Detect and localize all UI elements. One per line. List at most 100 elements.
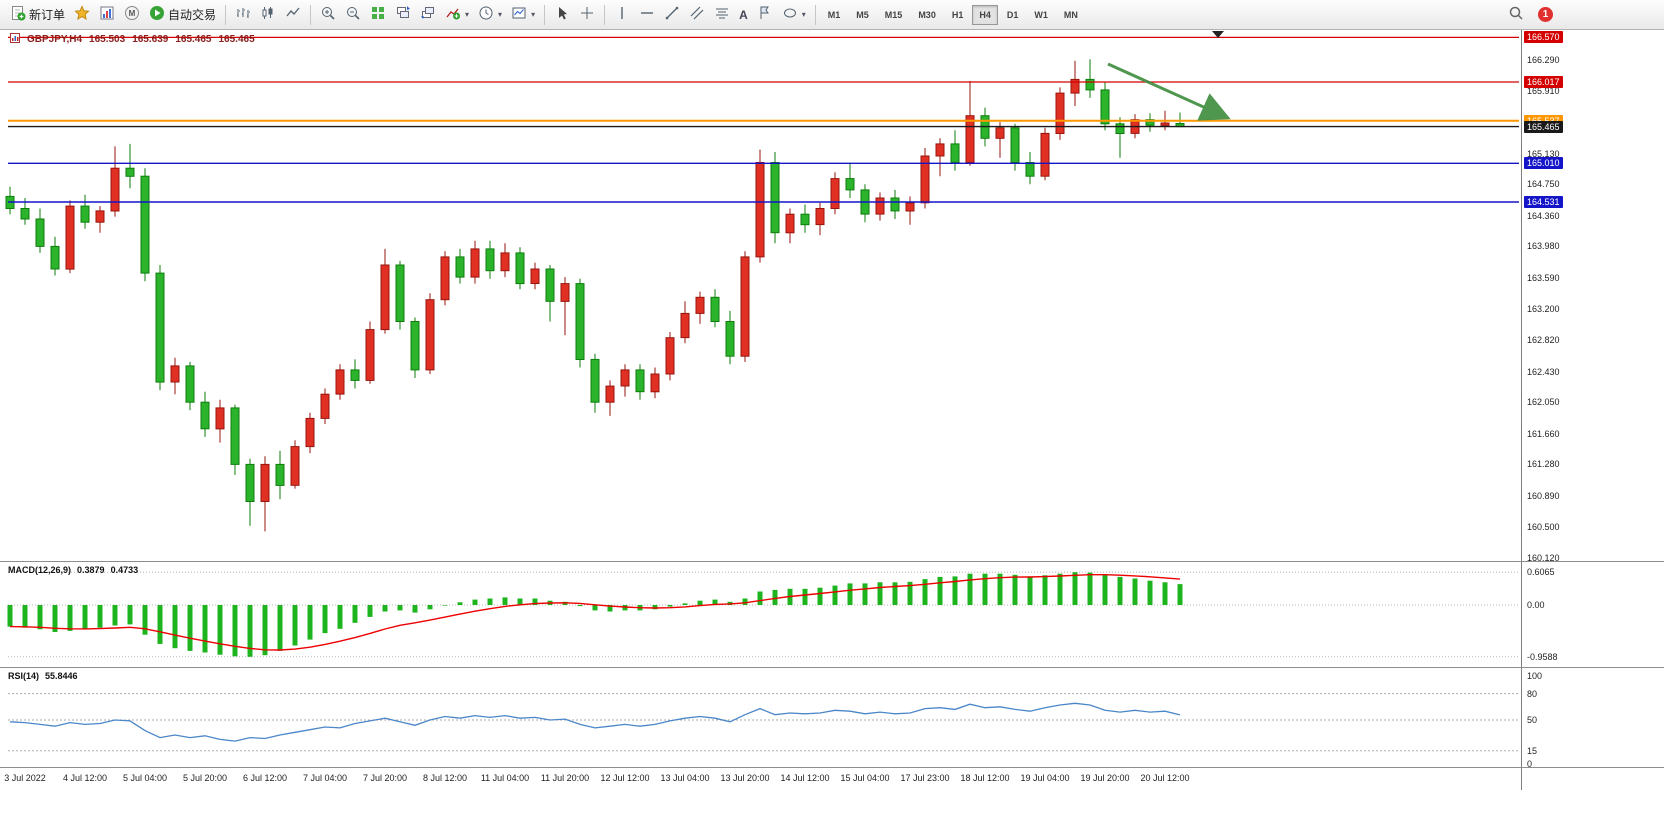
navigator-icon: M [124,5,140,24]
date-tick: 7 Jul 04:00 [302,773,348,783]
trendline-button[interactable] [660,3,684,27]
price-chart-canvas[interactable] [0,30,1521,790]
new-order-button[interactable]: 新订单 [6,3,69,27]
autotrade-icon [149,5,165,24]
date-tick: 12 Jul 12:00 [600,773,650,783]
date-tick: 4 Jul 12:00 [62,773,108,783]
periods-button[interactable]: ▾ [474,3,506,27]
price-level-tag: 166.570 [1524,31,1563,44]
price-level-tag: 166.017 [1524,76,1563,88]
date-tick: 3 Jul 2022 [4,773,46,783]
panel-separator-macd[interactable] [0,561,1664,562]
candlestick-chart-button[interactable] [256,3,280,27]
arrange-windows-icon [420,5,436,24]
price-axis[interactable]: 166.290 165.910 165.130 164.750 164.360 163.9… [1521,30,1664,790]
bar-chart-icon [235,5,251,24]
timeframe-m5[interactable]: M5 [849,5,876,25]
date-tick: 7 Jul 20:00 [362,773,408,783]
price-level-tag: 165.465 [1524,120,1563,133]
navigator-button[interactable]: M [120,3,144,27]
shapes-button[interactable]: ▾ [778,3,810,27]
data-window-button[interactable] [95,3,119,27]
channel-button[interactable] [685,3,709,27]
new-order-icon [10,5,26,24]
price-tick: 162.430 [1527,366,1560,377]
toolbar-separator [225,4,227,25]
rsi-scale-label: 15 [1527,745,1538,756]
arrange-windows-button[interactable] [416,3,440,27]
cascade-windows-icon [395,5,411,24]
timeframe-h1[interactable]: H1 [945,5,971,25]
date-axis-separator [0,767,1664,768]
clock-icon [478,5,494,24]
rsi-scale-label: 0 [1527,759,1533,769]
autotrade-button[interactable]: 自动交易 [145,3,220,27]
horizontal-line-button[interactable] [635,3,659,27]
timeframe-h4[interactable]: H4 [972,4,998,25]
date-tick: 5 Jul 04:00 [122,773,168,783]
line-chart-button[interactable] [281,3,305,27]
vertical-line-button[interactable] [610,3,634,27]
main-toolbar: 新订单 M 自动交易 ▾ ▾ ▾ A ▾ M1 M5 M15 M30 H1 H4 D1 W1 M… [0,0,1664,30]
indicators-button[interactable]: ▾ [441,3,473,27]
price-tick: 165.130 [1527,148,1560,159]
price-tick: 162.820 [1527,335,1560,346]
cascade-windows-button[interactable] [391,3,415,27]
timeframe-buttons: M1 M5 M15 M30 H1 H4 D1 W1 MN [821,4,1085,25]
label-tool-icon [757,5,773,24]
price-level-tag: 164.531 [1524,196,1563,208]
symbol-name: GBPJPY,H4 [27,34,83,45]
ohlc-open: 165.503 [89,34,126,45]
price-tick: 164.750 [1527,179,1560,190]
price-tick: 165.910 [1527,85,1560,96]
search-button[interactable] [1504,3,1528,27]
timeframe-d1[interactable]: D1 [1000,5,1026,25]
fibonacci-icon [714,5,730,24]
vertical-line-icon [614,5,630,24]
crosshair-button[interactable] [575,3,599,27]
shapes-icon [782,5,798,24]
template-icon [511,5,527,24]
price-tick: 163.590 [1527,272,1560,283]
macd-value-signal: 0.4733 [110,565,139,575]
timeframe-m15[interactable]: M15 [878,5,910,25]
rsi-value: 55.8446 [45,671,78,681]
fibonacci-button[interactable] [710,3,734,27]
periods-dropdown-caret: ▾ [498,10,503,19]
svg-text:M: M [129,9,136,18]
date-tick: 20 Jul 12:00 [1140,773,1190,783]
timeframe-w1[interactable]: W1 [1027,5,1055,25]
ohlc-low: 165.465 [175,34,212,45]
price-tick: 160.120 [1527,553,1560,563]
notification-badge[interactable]: 1 [1538,7,1553,22]
date-tick: 14 Jul 12:00 [780,773,830,783]
cursor-button[interactable] [550,3,574,27]
rsi-title: RSI(14) [8,671,40,681]
ohlc-close: 165.465 [218,34,255,45]
price-tick: 163.200 [1527,304,1560,315]
timeframe-m1[interactable]: M1 [821,5,848,25]
crosshair-icon [579,5,595,24]
market-watch-button[interactable] [70,3,94,27]
date-tick: 6 Jul 12:00 [242,773,288,783]
text-tool-button[interactable]: A [735,3,752,27]
timeframe-m30[interactable]: M30 [911,5,943,25]
date-axis[interactable]: 3 Jul 2022 4 Jul 12:00 5 Jul 04:00 5 Jul 20… [0,771,1521,789]
zoom-out-button[interactable] [341,3,365,27]
rsi-scale-label: 80 [1527,688,1538,699]
timeframe-mn[interactable]: MN [1057,5,1085,25]
templates-button[interactable]: ▾ [507,3,539,27]
rsi-scale-label: 100 [1527,671,1543,681]
zoom-in-icon [320,5,336,24]
date-tick: 19 Jul 04:00 [1020,773,1070,783]
zoom-in-button[interactable] [316,3,340,27]
price-tick: 160.500 [1527,522,1560,533]
indicators-dropdown-caret: ▾ [465,10,470,19]
zoom-out-icon [345,5,361,24]
bar-chart-button[interactable] [231,3,255,27]
label-tool-button[interactable] [753,3,777,27]
panel-separator-rsi[interactable] [0,667,1664,668]
line-chart-icon [285,5,301,24]
tile-windows-button[interactable] [366,3,390,27]
macd-scale-label: -0.9588 [1527,651,1558,662]
